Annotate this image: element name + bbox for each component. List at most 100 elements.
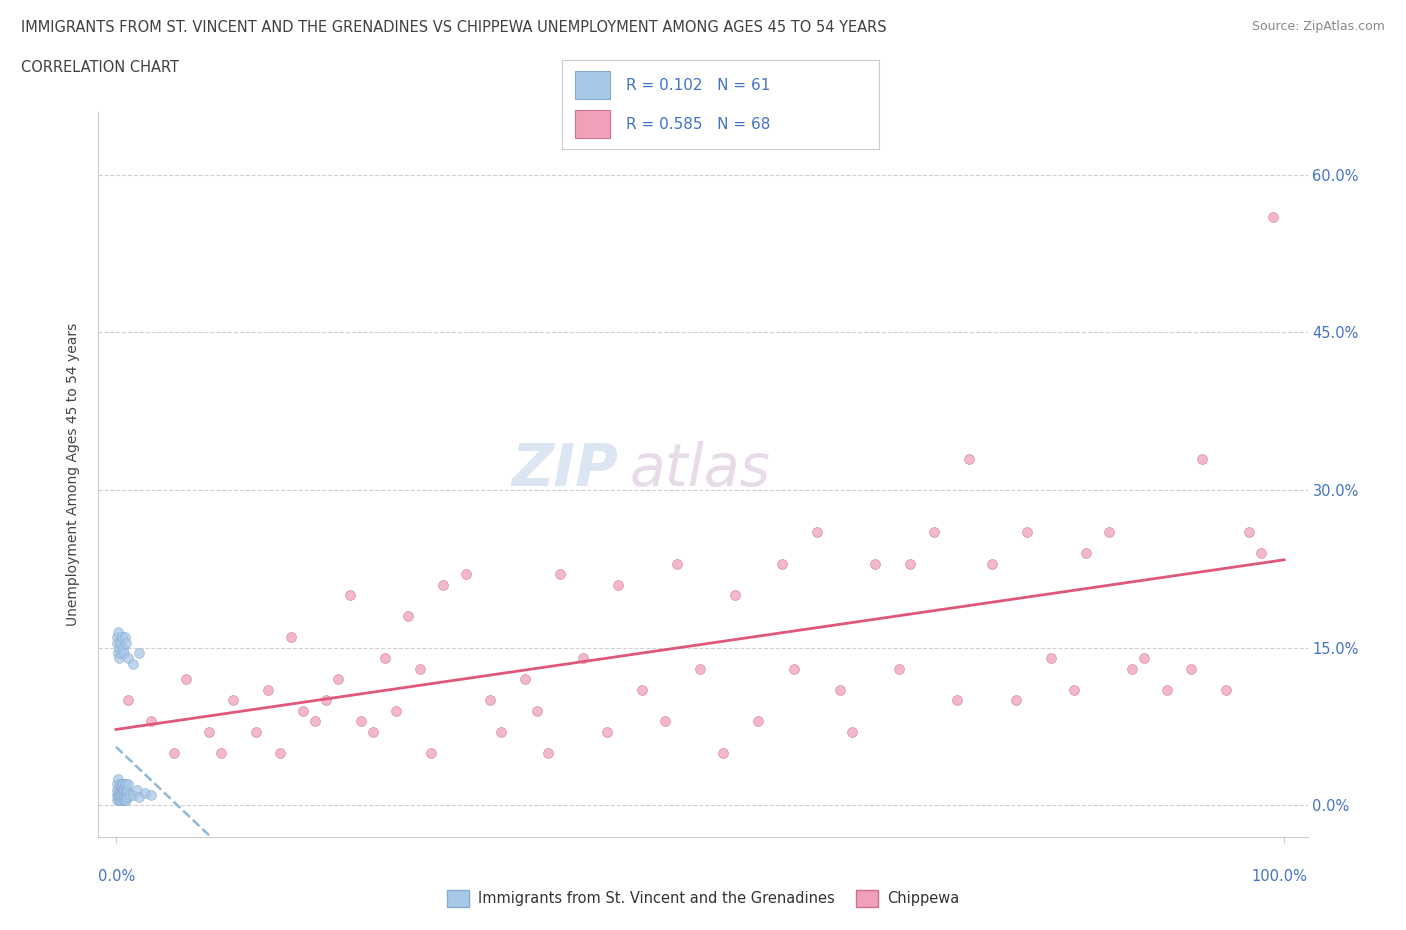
- Point: [841, 724, 863, 739]
- Point: [108, 777, 131, 791]
- Text: R = 0.102   N = 61: R = 0.102 N = 61: [626, 78, 770, 93]
- Point: [112, 792, 135, 807]
- Text: Source: ZipAtlas.com: Source: ZipAtlas.com: [1251, 20, 1385, 33]
- Point: [291, 703, 314, 718]
- Point: [110, 645, 132, 660]
- Point: [117, 651, 139, 666]
- Point: [107, 645, 129, 660]
- Point: [326, 671, 349, 686]
- Point: [107, 790, 129, 804]
- Point: [115, 786, 138, 801]
- Point: [115, 777, 138, 791]
- Point: [174, 671, 197, 686]
- Point: [139, 714, 162, 729]
- Point: [107, 625, 129, 640]
- Point: [1180, 661, 1202, 676]
- Point: [117, 777, 139, 791]
- Point: [122, 656, 145, 671]
- Point: [1063, 683, 1085, 698]
- Point: [374, 651, 396, 666]
- Point: [110, 790, 132, 804]
- Point: [105, 788, 128, 803]
- Point: [209, 746, 232, 761]
- Point: [105, 630, 128, 644]
- Point: [409, 661, 432, 676]
- Point: [491, 724, 513, 739]
- Point: [114, 790, 136, 804]
- Point: [689, 661, 711, 676]
- Text: 0.0%: 0.0%: [98, 869, 135, 883]
- Text: CORRELATION CHART: CORRELATION CHART: [21, 60, 179, 75]
- Point: [105, 792, 128, 807]
- Point: [830, 683, 852, 698]
- Point: [957, 451, 980, 466]
- Text: ZIP: ZIP: [512, 441, 619, 498]
- Point: [115, 790, 138, 804]
- Point: [526, 703, 548, 718]
- Point: [1215, 683, 1237, 698]
- Bar: [575, 71, 610, 100]
- Point: [1017, 525, 1039, 539]
- Point: [1250, 546, 1272, 561]
- Point: [108, 651, 131, 666]
- Point: [478, 693, 501, 708]
- Point: [112, 790, 135, 804]
- Point: [114, 630, 136, 644]
- Point: [111, 786, 134, 801]
- Point: [115, 792, 138, 807]
- Point: [1004, 693, 1026, 708]
- Point: [456, 566, 478, 581]
- Point: [898, 556, 921, 571]
- Point: [111, 790, 134, 804]
- Point: [572, 651, 595, 666]
- Point: [163, 746, 186, 761]
- Point: [114, 786, 136, 801]
- Point: [112, 786, 135, 801]
- Point: [981, 556, 1004, 571]
- Point: [108, 788, 131, 803]
- Point: [1237, 525, 1260, 539]
- Point: [110, 779, 132, 794]
- Bar: [575, 110, 610, 139]
- Point: [713, 746, 735, 761]
- Text: R = 0.585   N = 68: R = 0.585 N = 68: [626, 116, 770, 131]
- Point: [108, 779, 131, 794]
- Point: [108, 641, 131, 656]
- Point: [105, 635, 128, 650]
- Point: [105, 782, 128, 797]
- Point: [304, 714, 326, 729]
- Point: [315, 693, 337, 708]
- Point: [107, 786, 129, 801]
- Point: [111, 641, 134, 656]
- Point: [350, 714, 373, 729]
- Point: [432, 578, 454, 592]
- Point: [111, 777, 134, 791]
- Point: [117, 782, 139, 797]
- Point: [537, 746, 560, 761]
- Point: [222, 693, 245, 708]
- Point: [887, 661, 910, 676]
- Point: [782, 661, 804, 676]
- Point: [128, 790, 150, 804]
- Point: [112, 782, 135, 797]
- Point: [922, 525, 945, 539]
- Point: [128, 645, 150, 660]
- Point: [361, 724, 384, 739]
- Point: [630, 683, 652, 698]
- Point: [1133, 651, 1156, 666]
- Point: [115, 782, 138, 797]
- Point: [396, 609, 419, 624]
- Point: [595, 724, 617, 739]
- Point: [1039, 651, 1062, 666]
- Point: [114, 777, 136, 791]
- Point: [770, 556, 793, 571]
- Point: [607, 578, 630, 592]
- Y-axis label: Unemployment Among Ages 45 to 54 years: Unemployment Among Ages 45 to 54 years: [66, 323, 80, 626]
- Point: [513, 671, 536, 686]
- Point: [114, 792, 136, 807]
- Point: [134, 786, 156, 801]
- Point: [125, 782, 148, 797]
- Point: [111, 630, 134, 644]
- Text: IMMIGRANTS FROM ST. VINCENT AND THE GRENADINES VS CHIPPEWA UNEMPLOYMENT AMONG AG: IMMIGRANTS FROM ST. VINCENT AND THE GREN…: [21, 20, 887, 35]
- Point: [108, 782, 131, 797]
